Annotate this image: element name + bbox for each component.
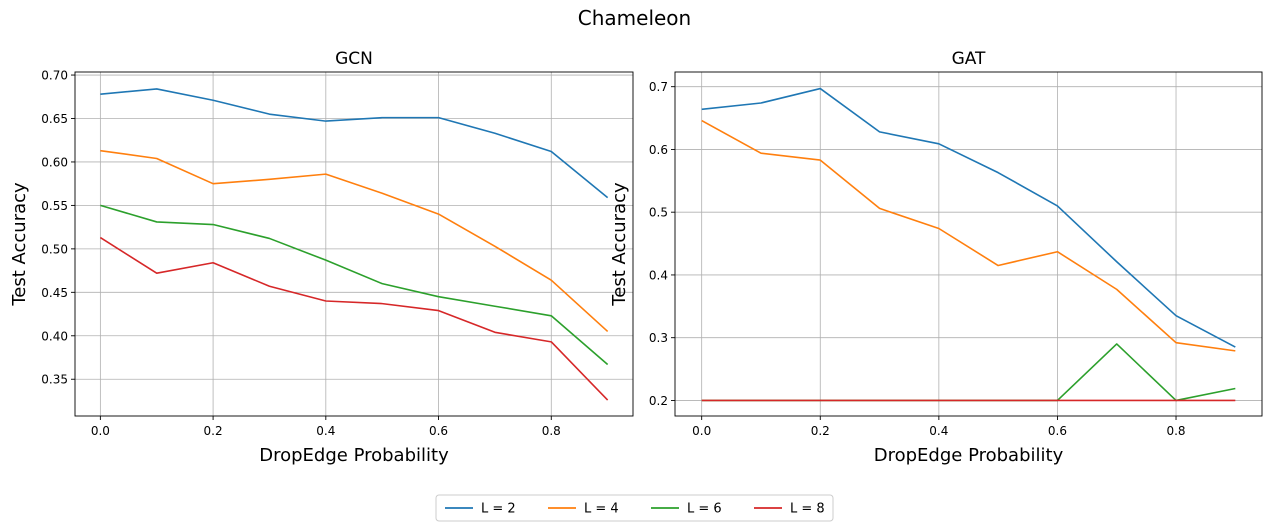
- axes-frame: [674, 71, 1263, 417]
- legend-label: L = 8: [790, 502, 825, 517]
- gcn-panel: 0.0 0.2 0.4 0.6 0.8 0.35 0.40 0.45 0.50 0.55 0.60 0…: [9, 49, 634, 466]
- series-line-l=2: [100, 88, 609, 199]
- x-tick-label: 0.2: [204, 424, 223, 438]
- x-axis-label: DropEdge Probability: [259, 445, 449, 466]
- legend-label: L = 2: [481, 502, 516, 517]
- y-tick-label: 0.65: [41, 112, 68, 126]
- y-tick-label: 0.6: [649, 143, 668, 157]
- legend: L = 2 L = 4 L = 6 L = 8: [435, 494, 834, 522]
- y-tick-label: 0.55: [41, 199, 68, 213]
- series-line-l=2: [701, 87, 1236, 348]
- y-tick-label: 0.45: [41, 286, 68, 300]
- gat-panel: 0.0 0.2 0.4 0.6 0.8 0.2 0.3 0.4 0.5 0.6 0.7 GAT Drop…: [609, 49, 1263, 466]
- x-tick-label: 0.0: [91, 424, 110, 438]
- panel-title: GAT: [952, 49, 986, 69]
- legend-box: [435, 494, 834, 522]
- x-tick-label: 0.6: [429, 424, 448, 438]
- y-axis-label: Test Accuracy: [9, 182, 30, 307]
- x-tick-label: 0.6: [1048, 424, 1067, 438]
- series-line-l=6: [100, 204, 609, 366]
- legend-item: L = 4: [548, 502, 619, 517]
- y-tick-label: 0.4: [649, 268, 668, 282]
- x-tick-label: 0.0: [692, 424, 711, 438]
- axes-frame: [74, 71, 634, 417]
- y-tick-label: 0.40: [41, 329, 68, 343]
- legend-label: L = 6: [687, 502, 722, 517]
- legend-item: L = 8: [754, 502, 825, 517]
- series-line-l=8: [99, 236, 609, 401]
- y-tick-label: 0.3: [649, 331, 668, 345]
- y-tick-label: 0.70: [41, 69, 68, 83]
- y-tick-label: 0.60: [41, 155, 68, 169]
- y-axis-label: Test Accuracy: [609, 182, 630, 307]
- series-line-l=4: [100, 149, 609, 333]
- x-axis-label: DropEdge Probability: [874, 445, 1064, 466]
- x-tick-label: 0.8: [542, 424, 561, 438]
- y-tick-label: 0.35: [41, 373, 68, 387]
- x-tick-label: 0.8: [1166, 424, 1185, 438]
- x-tick-label: 0.4: [929, 424, 948, 438]
- figure-suptitle: Chameleon: [578, 6, 691, 30]
- x-tick-label: 0.2: [811, 424, 830, 438]
- legend-item: L = 6: [651, 502, 722, 517]
- y-tick-label: 0.50: [41, 242, 68, 256]
- legend-label: L = 4: [584, 502, 619, 517]
- y-tick-label: 0.7: [649, 80, 668, 94]
- y-tick-label: 0.5: [649, 206, 668, 220]
- x-tick-label: 0.4: [316, 424, 335, 438]
- series-line-l=4: [701, 119, 1236, 352]
- y-tick-label: 0.2: [649, 394, 668, 408]
- panel-title: GCN: [335, 49, 373, 69]
- legend-item: L = 2: [445, 502, 516, 517]
